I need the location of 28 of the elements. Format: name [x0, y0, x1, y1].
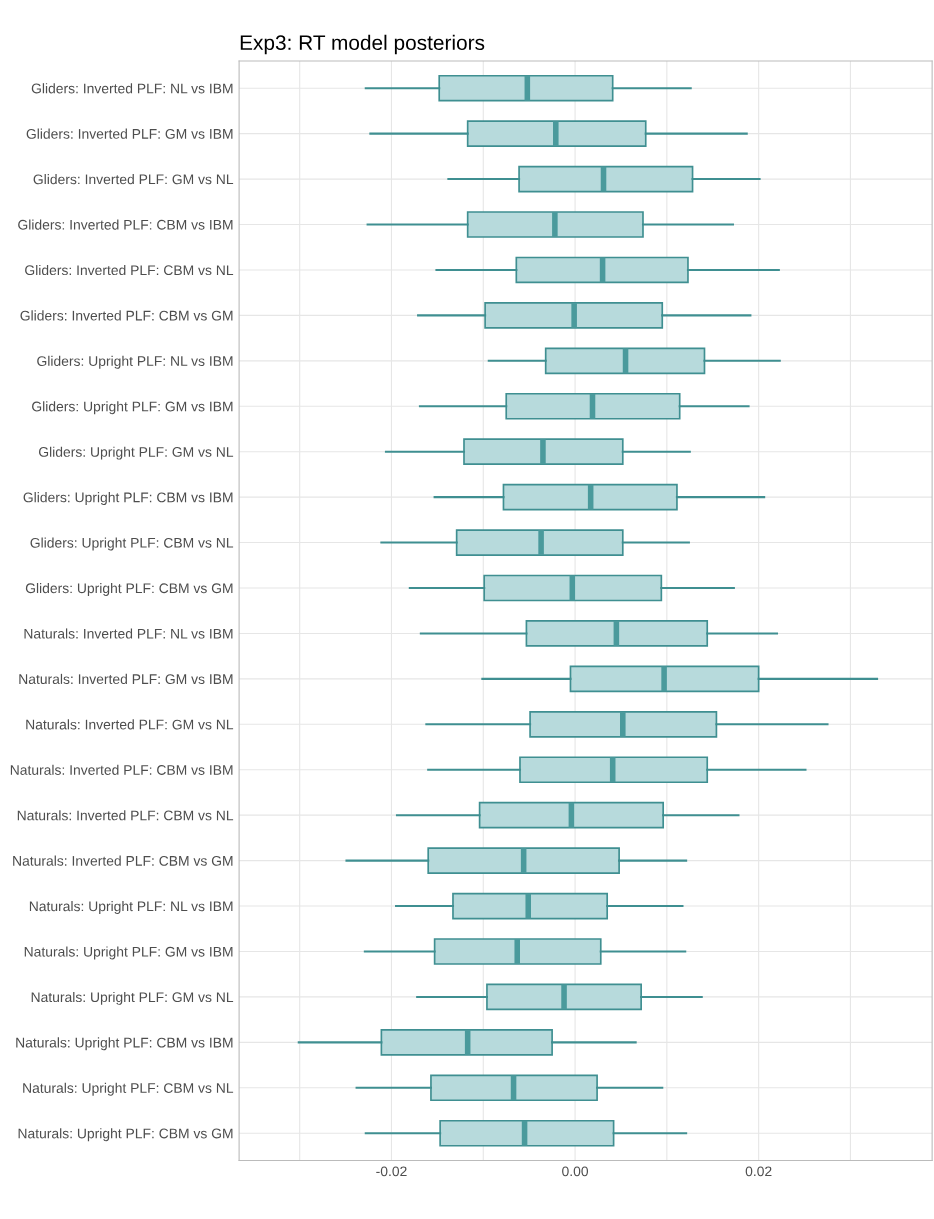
y-tick-label: Gliders: Inverted PLF: CBM vs IBM — [18, 219, 233, 230]
y-tick-label: Naturals: Inverted PLF: CBM vs IBM — [10, 764, 233, 775]
y-tick-label: Naturals: Upright PLF: CBM vs GM — [18, 1128, 233, 1142]
x-tick-label: -0.02 — [376, 1166, 407, 1177]
chart-title: Exp3: RT model posteriors — [240, 34, 485, 55]
x-tick-label: 0.00 — [562, 1166, 589, 1177]
y-tick-label: Gliders: Upright PLF: CBM vs NL — [30, 537, 234, 551]
y-tick-label: Naturals: Upright PLF: CBM vs IBM — [16, 1037, 233, 1051]
y-tick-label: Naturals: Inverted PLF: GM vs IBM — [19, 673, 233, 685]
y-tick-label: Naturals: Inverted PLF: GM vs NL — [26, 719, 234, 730]
y-tick-label: Gliders: Upright PLF: CBM vs GM — [25, 582, 233, 596]
x-tick-label: 0.02 — [745, 1166, 772, 1177]
y-tick-label: Naturals: Inverted PLF: CBM vs NL — [17, 810, 234, 821]
y-tick-label: Naturals: Upright PLF: NL vs IBM — [29, 901, 233, 914]
y-tick-label: Gliders: Inverted PLF: GM vs NL — [33, 174, 234, 185]
y-tick-label: Naturals: Inverted PLF: NL vs IBM — [24, 628, 233, 639]
y-tick-label: Naturals: Upright PLF: GM vs IBM — [24, 946, 233, 960]
y-tick-label: Gliders: Upright PLF: CBM vs IBM — [23, 492, 233, 506]
y-tick-label: Gliders: Inverted PLF: GM vs IBM — [26, 128, 233, 139]
y-tick-label: Gliders: Upright PLF: GM vs IBM — [32, 401, 233, 415]
y-tick-label: Naturals: Inverted PLF: CBM vs GM — [13, 855, 233, 866]
y-tick-label: Gliders: Inverted PLF: CBM vs NL — [25, 264, 234, 276]
y-tick-label: Gliders: Upright PLF: NL vs IBM — [37, 355, 233, 369]
y-tick-label: Gliders: Inverted PLF: CBM vs GM — [20, 310, 233, 321]
y-tick-label: Naturals: Upright PLF: GM vs NL — [31, 991, 234, 1005]
y-tick-label: Gliders: Inverted PLF: NL vs IBM — [31, 83, 233, 94]
y-tick-label: Gliders: Upright PLF: GM vs NL — [38, 446, 234, 460]
y-tick-label: Naturals: Upright PLF: CBM vs NL — [23, 1082, 234, 1096]
